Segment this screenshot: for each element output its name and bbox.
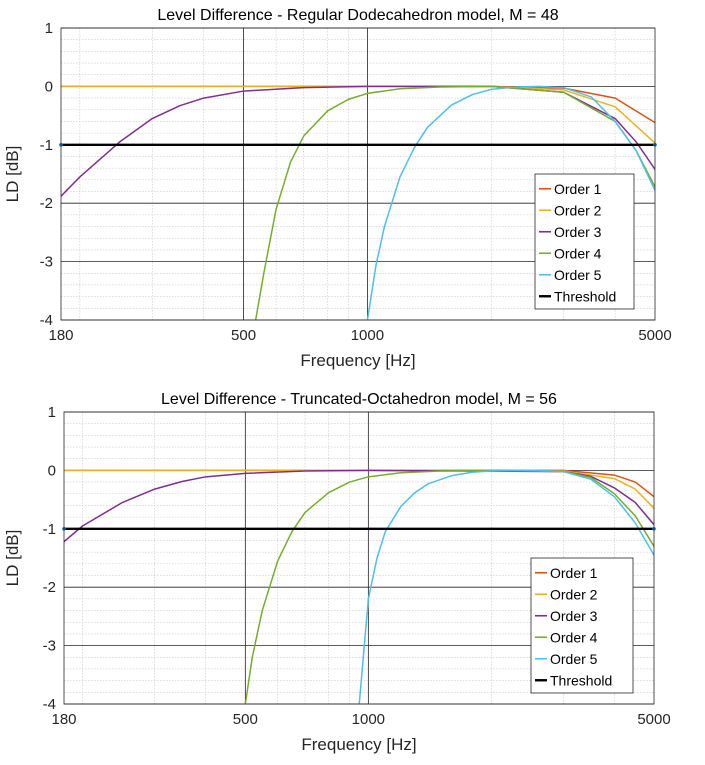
y-axis-label: LD [dB]: [3, 146, 22, 203]
y-tick-label: -4: [43, 696, 56, 713]
y-tick-label: 1: [45, 20, 53, 37]
y-tick-label: 1: [48, 404, 56, 421]
y-tick-label: -1: [43, 521, 56, 538]
legend-item: Order 1: [535, 565, 598, 581]
x-axis-label: Frequency [Hz]: [301, 735, 416, 754]
y-tick-label: -3: [43, 638, 56, 655]
y-tick-labels: 1 0 -1 -2 -3 -4: [43, 404, 56, 713]
y-tick-label: 0: [48, 462, 56, 479]
y-tick-label: -2: [43, 579, 56, 596]
series-lines: [61, 85, 655, 320]
axes-box: [60, 27, 656, 321]
x-tick-label: 5000: [638, 327, 671, 344]
series-line-order-4: [244, 469, 654, 704]
series-line-order-3: [64, 469, 654, 543]
legend-item: Order 1: [539, 181, 602, 197]
legend-item: Order 4: [539, 245, 602, 261]
legend-item: Order 5: [539, 267, 602, 283]
series-line-order-2: [61, 85, 655, 144]
y-tick-label: -4: [40, 312, 53, 329]
x-axis-label: Frequency [Hz]: [300, 351, 415, 370]
legend-item: Order 4: [535, 629, 598, 645]
legend-label: Order 2: [550, 586, 598, 602]
legend-label: Order 1: [550, 565, 598, 581]
legend-label: Order 4: [554, 245, 602, 261]
x-tick-label: 500: [233, 711, 258, 728]
legend-item: Threshold: [535, 672, 612, 688]
legend-box: [534, 173, 635, 310]
series-line-order-5: [366, 85, 655, 320]
legend-item: Threshold: [539, 288, 616, 304]
chart-title: Level Difference - Regular Dodecahedron …: [157, 7, 558, 24]
chart-title: Level Difference - Truncated-Octahedron …: [161, 391, 557, 408]
legend-item: Order 3: [539, 224, 602, 240]
chart-1: 180 500 1000 5000 1 0 -1 -2 -3 -4 Level Difference…: [3, 7, 672, 370]
legend-item: Order 2: [535, 586, 598, 602]
y-tick-label: -1: [40, 137, 53, 154]
legend-label: Order 1: [554, 181, 602, 197]
y-tick-label: -3: [40, 254, 53, 271]
legend-box: [530, 557, 634, 694]
legend-label: Order 5: [554, 267, 602, 283]
legend-label: Order 2: [554, 202, 602, 218]
x-tick-labels: 180 500 1000 5000: [51, 711, 670, 728]
x-tick-label: 180: [48, 327, 73, 344]
x-tick-label: 180: [51, 711, 76, 728]
series-lines: [64, 469, 654, 704]
x-tick-label: 1000: [351, 327, 384, 344]
x-tick-label: 5000: [637, 711, 670, 728]
legend-item: Order 3: [535, 608, 598, 624]
series-line-order-3: [61, 85, 655, 197]
legend-label: Order 3: [554, 224, 602, 240]
legend: Order 1 Order 2 Order 3 Order 4 Order 5 Thres…: [530, 557, 634, 694]
axes-box: [63, 411, 655, 705]
legend: Order 1 Order 2 Order 3 Order 4 Order 5 Thres…: [534, 173, 635, 310]
y-axis-label: LD [dB]: [3, 530, 22, 587]
legend-label: Order 3: [550, 608, 598, 624]
series-line-order-5: [358, 469, 654, 704]
legend-label: Threshold: [554, 288, 616, 304]
legend-item: Order 2: [539, 202, 602, 218]
legend-label: Order 5: [550, 651, 598, 667]
y-tick-label: 0: [45, 78, 53, 95]
legend-label: Order 4: [550, 629, 598, 645]
x-tick-label: 500: [231, 327, 256, 344]
series-line-order-4: [254, 85, 655, 320]
chart-2: 180 500 1000 5000 1 0 -1 -2 -3 -4 Level Difference…: [3, 391, 671, 754]
y-tick-labels: 1 0 -1 -2 -3 -4: [40, 20, 53, 329]
legend-item: Order 5: [535, 651, 598, 667]
x-tick-labels: 180 500 1000 5000: [48, 327, 671, 344]
y-tick-label: -2: [40, 195, 53, 212]
legend-label: Threshold: [550, 672, 612, 688]
x-tick-label: 1000: [352, 711, 385, 728]
